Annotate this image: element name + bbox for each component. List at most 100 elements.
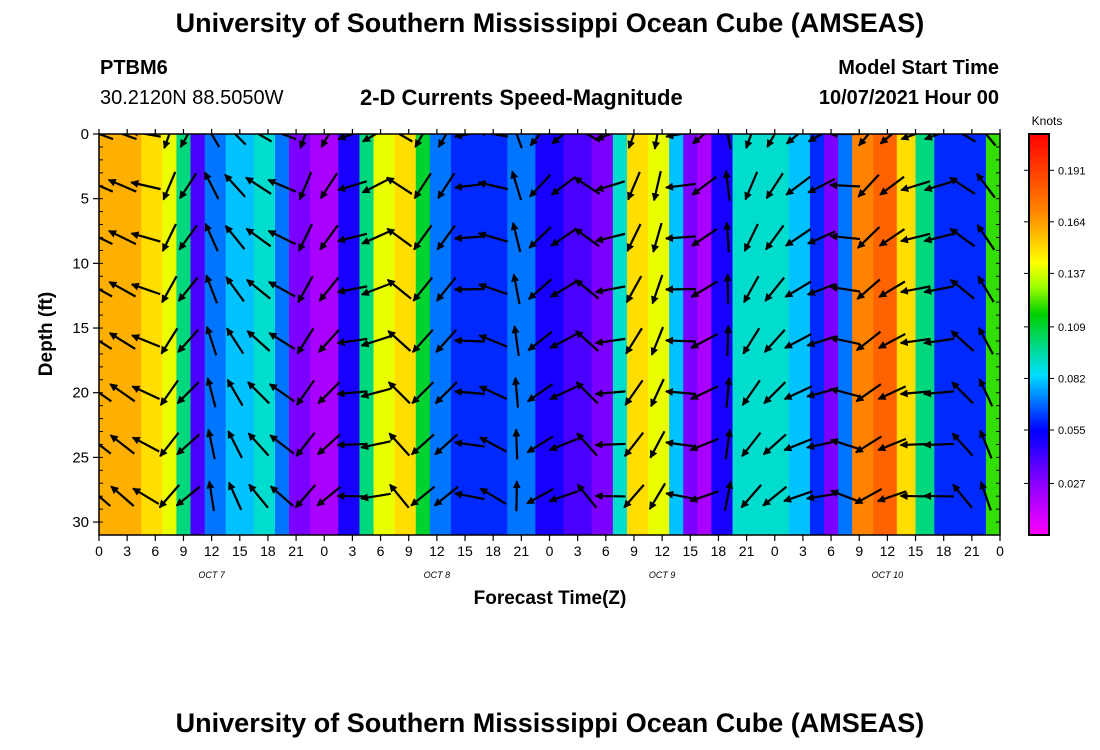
- x-tick-label: 15: [457, 543, 473, 559]
- colorbar-tick-label: 0.027: [1058, 478, 1086, 490]
- colorbar-tick-label: 0.137: [1058, 268, 1086, 280]
- current-vector: [316, 485, 342, 507]
- current-vector: [923, 232, 954, 244]
- current-vector: [951, 432, 974, 457]
- current-vector: [247, 381, 270, 405]
- current-vector: [594, 440, 626, 449]
- current-vector: [650, 326, 665, 356]
- current-vector: [690, 280, 718, 298]
- current-vector: [829, 232, 861, 241]
- current-vector: [131, 334, 161, 348]
- current-vector: [297, 275, 314, 304]
- heat-column: [824, 134, 839, 535]
- current-vector: [205, 377, 217, 408]
- current-vector: [360, 282, 391, 296]
- current-vector: [410, 485, 436, 507]
- current-vector: [318, 276, 340, 302]
- heat-column: [683, 134, 698, 535]
- current-vector: [410, 433, 435, 456]
- station-id: PTBM6: [100, 57, 168, 79]
- current-vector: [477, 231, 508, 243]
- current-vector: [317, 433, 341, 456]
- current-vector: [130, 231, 161, 243]
- current-vector: [204, 222, 219, 252]
- colorbar-tick-label: 0.082: [1058, 373, 1086, 385]
- current-vector: [233, 134, 247, 146]
- current-vector: [528, 226, 552, 249]
- x-tick-label: 0: [996, 543, 1004, 559]
- heat-column: [915, 134, 935, 535]
- current-vector: [203, 171, 220, 200]
- current-vector: [453, 388, 485, 396]
- current-vector: [576, 483, 598, 509]
- current-vector: [478, 334, 508, 348]
- current-vector: [397, 134, 413, 143]
- current-vector: [360, 335, 391, 348]
- current-vector: [548, 490, 579, 503]
- x-tick-label: 21: [739, 543, 755, 559]
- current-vector: [949, 227, 976, 248]
- y-tick-label: 15: [72, 320, 89, 337]
- current-vector: [162, 134, 171, 150]
- current-vector: [594, 389, 626, 398]
- current-vector: [744, 171, 759, 201]
- current-vector: [246, 330, 271, 352]
- current-vector: [269, 485, 295, 507]
- x-tick-label: 18: [936, 543, 952, 559]
- current-vector: [854, 487, 883, 505]
- x-tick-label: 21: [514, 543, 530, 559]
- current-vector: [159, 431, 180, 458]
- current-vector: [454, 490, 485, 501]
- current-vector: [652, 134, 660, 150]
- current-vector: [723, 480, 734, 512]
- y-tick-label: 30: [72, 514, 89, 531]
- current-vector: [594, 492, 626, 501]
- heat-column: [563, 134, 593, 535]
- current-vector: [858, 134, 871, 147]
- model-start-value: 10/07/2021 Hour 00: [818, 87, 999, 109]
- current-vector: [511, 376, 520, 408]
- current-vector: [829, 181, 861, 190]
- current-vector: [110, 485, 135, 507]
- current-vector: [764, 276, 786, 302]
- current-vector: [529, 134, 542, 147]
- current-vector: [510, 221, 522, 253]
- x-tick-label: 3: [123, 543, 131, 559]
- current-vector: [294, 484, 317, 509]
- current-vector: [900, 180, 931, 192]
- x-tick-label: 12: [654, 543, 670, 559]
- current-vector: [665, 182, 696, 191]
- current-vector: [551, 134, 566, 145]
- heat-column: [507, 134, 537, 535]
- current-vector: [99, 134, 114, 141]
- current-vector: [763, 329, 786, 353]
- current-vector: [108, 229, 137, 246]
- current-vector: [130, 134, 161, 138]
- current-vector: [528, 278, 553, 300]
- current-vector: [784, 280, 812, 298]
- colorbar: [1028, 133, 1050, 536]
- current-vector: [161, 275, 178, 304]
- x-tick-label: 0: [771, 543, 779, 559]
- current-vector: [595, 134, 614, 141]
- current-vector: [177, 329, 200, 353]
- current-vector: [479, 487, 507, 505]
- current-vector: [319, 224, 339, 251]
- current-vector: [923, 337, 955, 347]
- current-vector: [879, 175, 905, 196]
- x-tick-label: 3: [349, 543, 357, 559]
- current-vector: [107, 134, 137, 141]
- current-vector: [807, 134, 824, 143]
- current-vector: [594, 285, 626, 295]
- current-vector: [176, 433, 201, 456]
- current-vector: [785, 175, 811, 196]
- current-vector: [879, 134, 894, 145]
- x-tick-label: 12: [429, 543, 445, 559]
- current-vector: [625, 275, 643, 304]
- day-label: OCT 10: [872, 570, 904, 580]
- current-vector: [723, 221, 732, 253]
- x-tick-label: 12: [204, 543, 220, 559]
- y-tick-label: 10: [72, 255, 89, 272]
- current-vector: [900, 232, 931, 244]
- current-vector: [689, 490, 719, 503]
